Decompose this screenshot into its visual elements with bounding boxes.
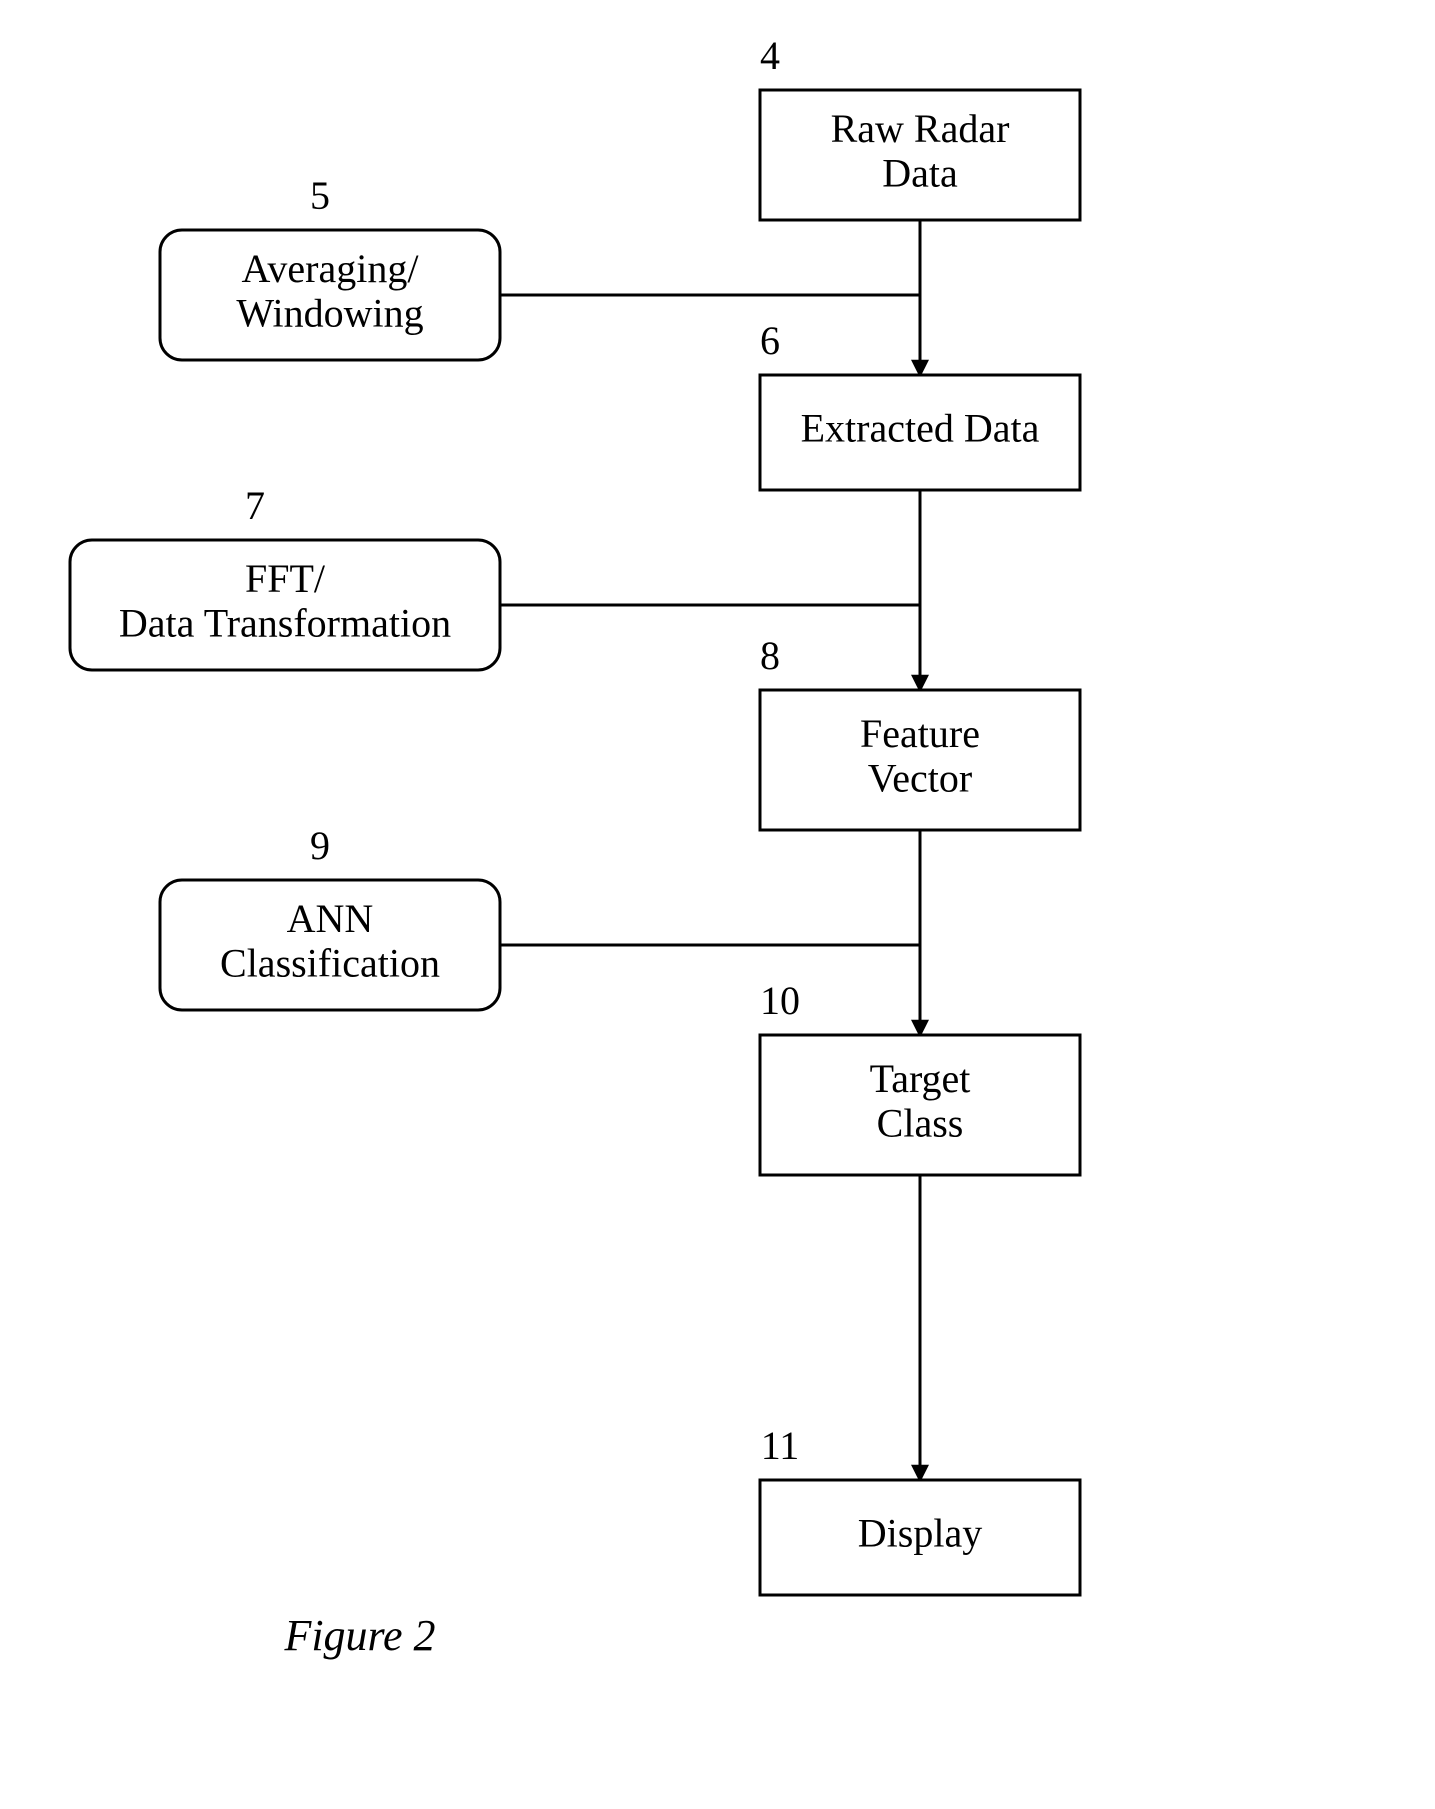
flow-node-label: 7 <box>245 483 265 528</box>
flow-node-text: ANN <box>287 896 374 941</box>
flow-node-text: Windowing <box>236 291 423 336</box>
flow-node-n9: ANNClassification <box>160 880 500 1010</box>
flow-node-text: Feature <box>860 711 980 756</box>
flow-node-label: 6 <box>760 318 780 363</box>
flow-node-n11: Display <box>760 1480 1080 1595</box>
flow-node-n5: Averaging/Windowing <box>160 230 500 360</box>
flow-node-text: Class <box>877 1101 964 1146</box>
flow-node-n7: FFT/Data Transformation <box>70 540 500 670</box>
flow-node-text: Data <box>882 151 958 196</box>
flow-node-text: Vector <box>868 756 972 801</box>
flow-node-label: 9 <box>310 823 330 868</box>
flow-node-text: Extracted Data <box>801 406 1040 451</box>
flow-node-text: Raw Radar <box>831 106 1010 151</box>
flow-node-n10: TargetClass <box>760 1035 1080 1175</box>
flow-node-text: Averaging/ <box>242 246 420 291</box>
flow-node-label: 4 <box>760 33 780 78</box>
flow-node-text: FFT/ <box>245 556 326 601</box>
figure-caption: Figure 2 <box>283 1611 435 1660</box>
flow-node-n6: Extracted Data <box>760 375 1080 490</box>
flow-node-label: 5 <box>310 173 330 218</box>
flow-node-text: Data Transformation <box>119 601 451 646</box>
flow-node-n8: FeatureVector <box>760 690 1080 830</box>
flow-node-text: Target <box>870 1056 971 1101</box>
flow-node-text: Display <box>858 1511 982 1556</box>
flow-node-label: 10 <box>760 978 800 1023</box>
flow-node-text: Classification <box>220 941 440 986</box>
nodes-layer: Raw RadarData Averaging/Windowing Extracte… <box>70 90 1080 1595</box>
flow-node-label: 8 <box>760 633 780 678</box>
flow-node-n4: Raw RadarData <box>760 90 1080 220</box>
flow-node-label: 11 <box>761 1423 800 1468</box>
flowchart-canvas: Raw RadarData Averaging/Windowing Extracte… <box>0 0 1435 1809</box>
